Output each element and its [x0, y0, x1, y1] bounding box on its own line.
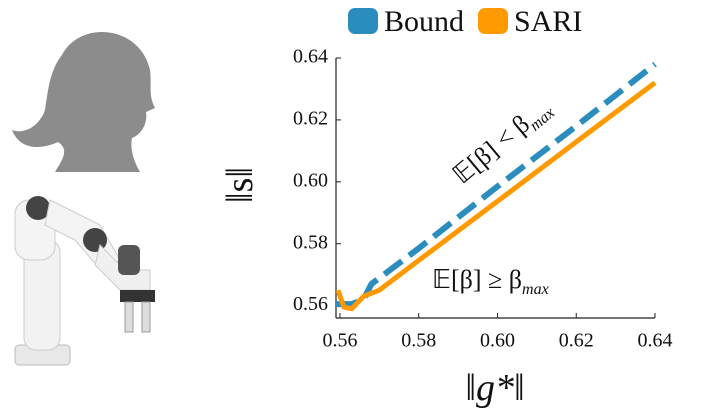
annotation-text: 𝔼[β] < β [447, 109, 535, 189]
x-tick-label: 0.64 [638, 330, 673, 352]
y-axis-label: ‖s‖ [219, 167, 261, 203]
annotation-subscript: max [522, 281, 549, 298]
plot: 0.56 0.58 0.60 0.62 0.64 0.56 0.58 0.60 0.62 0.64… [219, 5, 673, 409]
robot-icon [15, 196, 155, 365]
legend-label: SARI [514, 5, 582, 38]
legend-swatch [478, 8, 508, 34]
figure: 0.56 0.58 0.60 0.62 0.64 0.56 0.58 0.60 0.62 0.64… [0, 0, 705, 418]
annotation: 𝔼[β] < βmax [447, 92, 558, 193]
x-tick-label: 0.58 [401, 330, 436, 352]
x-tick-label: 0.56 [322, 330, 357, 352]
annotation: 𝔼[β] ≥ βmax [432, 265, 549, 298]
x-tick-label: 0.62 [559, 330, 594, 352]
legend-label: Bound [384, 5, 464, 38]
head-icon [12, 32, 155, 172]
y-tick-label: 0.56 [293, 293, 328, 315]
annotation-text: 𝔼[β] ≥ β [432, 265, 522, 294]
y-tick-label: 0.62 [293, 107, 328, 129]
x-tick-label: 0.60 [480, 330, 515, 352]
y-tick-label: 0.64 [293, 46, 328, 68]
y-tick-label: 0.60 [293, 169, 328, 191]
legend-swatch [348, 8, 378, 34]
y-tick-label: 0.58 [293, 231, 328, 253]
x-axis-label: ‖g*‖ [465, 367, 524, 409]
